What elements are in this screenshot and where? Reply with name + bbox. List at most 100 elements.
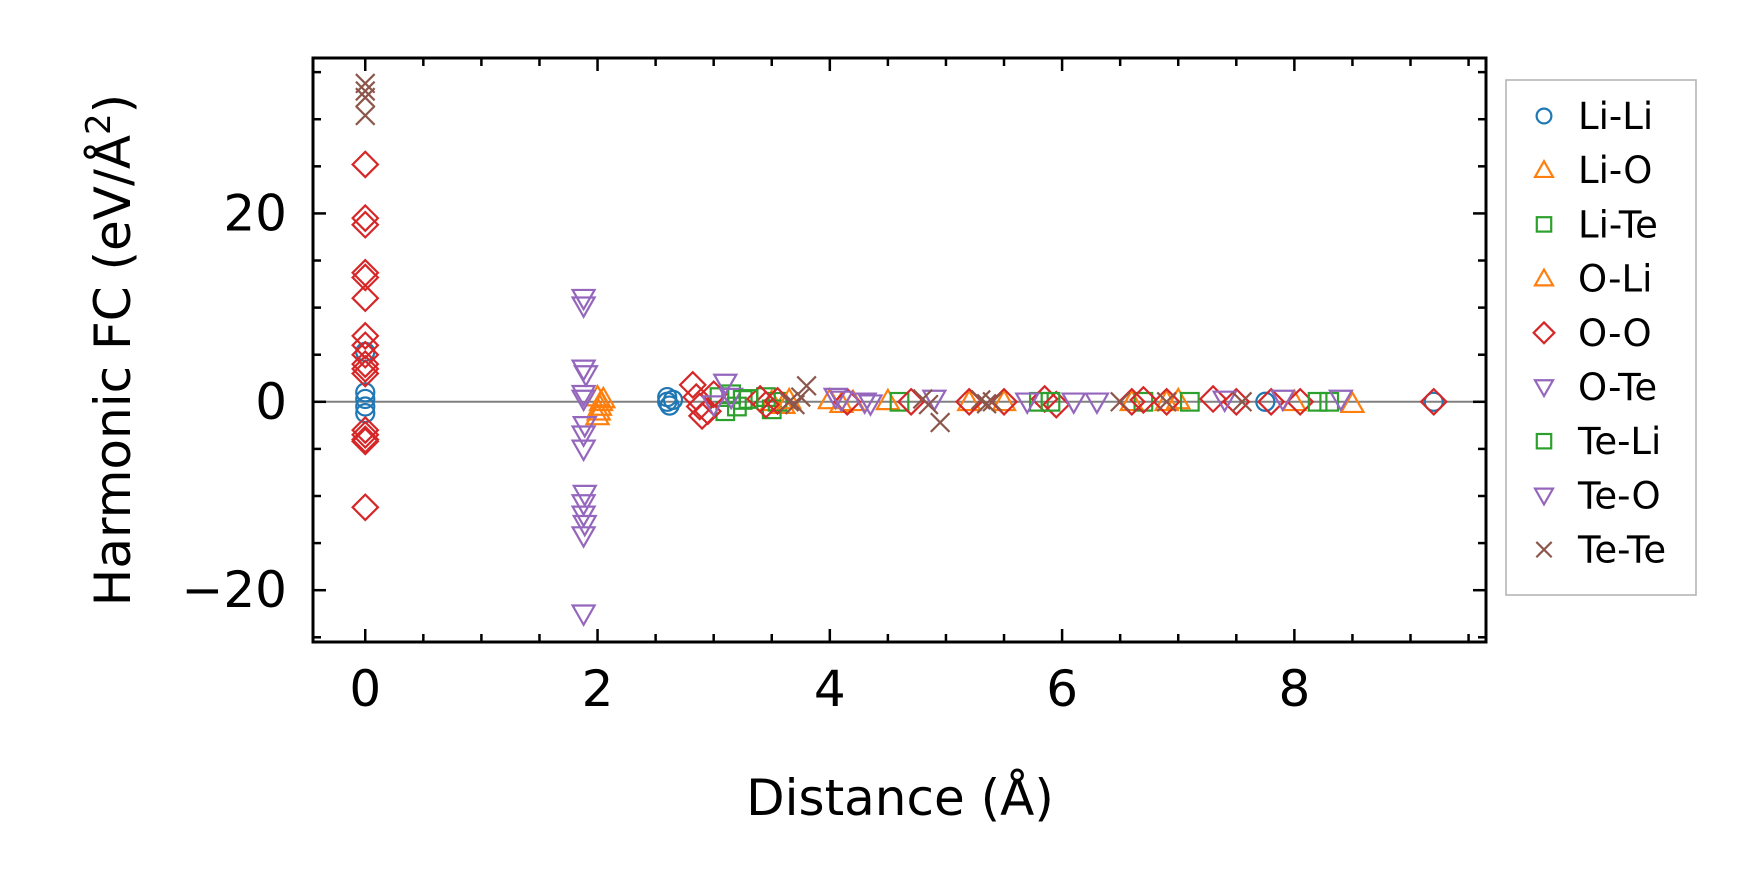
data-point xyxy=(889,391,910,412)
data-point xyxy=(1153,388,1180,412)
data-point xyxy=(355,105,376,126)
legend-marker xyxy=(1535,541,1553,559)
data-point xyxy=(828,390,855,414)
data-point xyxy=(693,397,723,426)
data-point xyxy=(1256,387,1286,417)
data-point xyxy=(355,388,376,410)
data-point xyxy=(1339,390,1366,414)
data-point xyxy=(355,87,376,108)
legend-label: O-O xyxy=(1578,312,1652,355)
data-point xyxy=(1040,391,1061,412)
x-tick-label: 8 xyxy=(1278,660,1310,718)
data-point xyxy=(896,387,926,417)
data-point xyxy=(659,395,680,416)
data-point xyxy=(1269,389,1296,413)
data-point xyxy=(796,375,817,396)
data-point xyxy=(1255,391,1276,412)
data-point xyxy=(585,398,612,421)
data-point xyxy=(1133,391,1154,412)
data-point xyxy=(851,392,878,416)
data-point xyxy=(1014,392,1041,416)
data-point xyxy=(930,412,951,433)
data-point xyxy=(738,389,759,409)
series-te-te xyxy=(355,73,1253,433)
data-point xyxy=(351,331,380,360)
data-point xyxy=(822,387,849,411)
plot-frame xyxy=(311,56,1488,644)
data-point xyxy=(956,388,983,412)
legend-label: Li-Te xyxy=(1578,203,1658,246)
data-point xyxy=(678,370,707,400)
data-point xyxy=(570,439,597,463)
data-point xyxy=(584,402,611,426)
data-point xyxy=(351,203,380,233)
y-axis-label: Harmonic FC (eV/Å2) xyxy=(79,94,142,606)
data-point xyxy=(1319,391,1340,412)
legend-label: Te-Li xyxy=(1577,420,1661,463)
data-point xyxy=(1156,391,1177,412)
data-points xyxy=(351,73,1448,627)
data-point xyxy=(351,425,380,454)
data-point xyxy=(700,395,727,418)
x-tick-label: 6 xyxy=(1046,660,1078,718)
data-point xyxy=(351,427,380,456)
legend: Li-Li Li-O Li-Te O-Li O-O O-Te Te-Li Te-O Te-Te xyxy=(1505,79,1697,596)
x-tick-label: 4 xyxy=(814,660,846,718)
legend-label: Te-Te xyxy=(1577,529,1666,572)
data-point xyxy=(1060,392,1087,416)
legend-marker xyxy=(1533,158,1555,179)
data-point xyxy=(355,73,376,94)
data-point xyxy=(718,387,744,411)
data-point xyxy=(874,387,901,411)
data-point xyxy=(570,288,597,312)
series-o-te xyxy=(570,288,1296,627)
y-tick-label: 0 xyxy=(255,373,287,431)
data-point xyxy=(1129,385,1158,415)
data-point xyxy=(355,382,376,403)
data-point xyxy=(991,388,1017,412)
legend-label: Li-Li xyxy=(1578,95,1653,138)
data-point xyxy=(918,394,939,415)
x-tick-label: 2 xyxy=(582,660,614,718)
data-point xyxy=(570,384,597,408)
data-point xyxy=(571,514,598,538)
data-point xyxy=(1152,387,1181,417)
y-tick-label: −20 xyxy=(181,561,287,619)
legend-marker xyxy=(1533,487,1555,507)
data-point xyxy=(1084,392,1110,416)
legend-marker xyxy=(1533,379,1555,399)
data-point xyxy=(1327,389,1354,413)
data-point xyxy=(976,393,997,414)
data-point xyxy=(1423,391,1444,412)
data-point xyxy=(1110,391,1131,412)
series-te-li xyxy=(738,389,1328,412)
data-point xyxy=(570,604,597,627)
data-point xyxy=(570,425,597,448)
legend-marker xyxy=(1535,432,1553,450)
data-point xyxy=(857,394,884,417)
data-point xyxy=(1042,390,1071,419)
data-point xyxy=(790,386,811,408)
data-point xyxy=(351,210,380,239)
data-point xyxy=(1307,391,1328,412)
data-point xyxy=(355,396,376,417)
data-point xyxy=(351,263,380,292)
series-o-o xyxy=(351,150,1448,522)
data-point xyxy=(662,389,684,411)
data-point xyxy=(570,526,597,549)
series-te-o xyxy=(700,389,1354,418)
legend-items: Li-Li Li-O Li-Te O-Li O-O O-Te Te-Li Te-O Te-Te xyxy=(1532,95,1666,572)
x-axis-label: Distance (Å) xyxy=(746,769,1054,827)
data-point xyxy=(570,389,597,413)
y-axis-label-close: ) xyxy=(84,94,142,114)
data-point xyxy=(1211,390,1238,414)
data-point xyxy=(351,150,380,179)
legend-label: O-Li xyxy=(1578,258,1652,301)
data-point xyxy=(1222,387,1251,417)
data-point xyxy=(351,415,380,445)
legend-label: O-Te xyxy=(1578,366,1657,409)
data-point xyxy=(351,283,380,313)
legend-marker xyxy=(1532,320,1556,345)
